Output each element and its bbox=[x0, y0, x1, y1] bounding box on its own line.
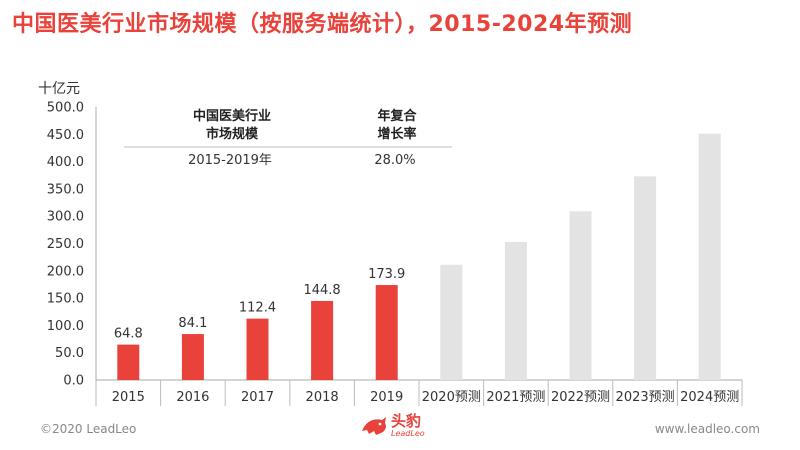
logo-chinese: 头豹 bbox=[391, 412, 422, 430]
bar-2019 bbox=[375, 285, 398, 380]
x-tick-label-9: 2024预测 bbox=[680, 390, 739, 405]
bar-value-label-4: 173.9 bbox=[368, 267, 405, 282]
table-header-2-line-1: 年复合 bbox=[377, 108, 417, 124]
bar-2017 bbox=[246, 318, 269, 380]
bar-2023预测 bbox=[634, 176, 657, 380]
website-text: www.leadleo.com bbox=[654, 422, 760, 436]
table-cagr: 28.0% bbox=[374, 153, 415, 168]
x-tick-label-4: 2019 bbox=[370, 390, 403, 405]
x-tick-label-6: 2021预测 bbox=[486, 390, 545, 405]
bar-value-label-3: 144.8 bbox=[303, 283, 340, 298]
x-tick-label-8: 2023预测 bbox=[616, 390, 675, 405]
bar-2015 bbox=[117, 344, 140, 380]
bar-2022预测 bbox=[569, 211, 592, 380]
table-header-1-line-1: 中国医美行业 bbox=[193, 108, 271, 124]
logo-english: LeadLeo bbox=[391, 429, 425, 438]
table-header-1-line-2: 市场规模 bbox=[206, 126, 259, 142]
x-tick-label-2: 2017 bbox=[241, 390, 274, 405]
copyright-text: ©2020 LeadLeo bbox=[40, 422, 137, 436]
y-tick-label-3: 150.0 bbox=[47, 292, 84, 307]
bar-2021预测 bbox=[504, 241, 527, 380]
y-tick-label-0: 0.0 bbox=[63, 374, 84, 389]
bar-2016 bbox=[181, 334, 204, 380]
y-tick-label-10: 500.0 bbox=[47, 101, 84, 116]
y-tick-label-9: 450.0 bbox=[47, 128, 84, 143]
chart-title: 中国医美行业市场规模（按服务端统计），2015-2024年预测 bbox=[12, 12, 633, 37]
leopard-icon bbox=[362, 417, 386, 435]
bar-value-label-0: 64.8 bbox=[114, 327, 143, 342]
y-axis-unit: 十亿元 bbox=[38, 81, 80, 97]
y-tick-label-7: 350.0 bbox=[47, 182, 84, 197]
y-tick-label-8: 400.0 bbox=[47, 155, 84, 170]
x-tick-label-0: 2015 bbox=[112, 390, 145, 405]
bar-2020预测 bbox=[440, 264, 463, 380]
x-tick-label-3: 2018 bbox=[306, 390, 339, 405]
bar-2018 bbox=[311, 300, 334, 380]
bar-2024预测 bbox=[698, 133, 721, 380]
bar-value-label-2: 112.4 bbox=[239, 301, 276, 316]
bar-value-label-1: 84.1 bbox=[178, 316, 207, 331]
x-tick-label-7: 2022预测 bbox=[551, 390, 610, 405]
y-tick-label-6: 300.0 bbox=[47, 210, 84, 225]
x-tick-label-1: 2016 bbox=[176, 390, 209, 405]
table-header-2-line-2: 增长率 bbox=[377, 126, 416, 142]
x-tick-label-5: 2020预测 bbox=[422, 390, 481, 405]
y-tick-label-1: 50.0 bbox=[55, 346, 84, 361]
y-tick-label-4: 200.0 bbox=[47, 264, 84, 279]
y-tick-label-2: 100.0 bbox=[47, 319, 84, 334]
y-tick-label-5: 250.0 bbox=[47, 237, 84, 252]
leadleo-logo: 头豹 LeadLeo bbox=[360, 414, 425, 438]
table-period: 2015-2019年 bbox=[188, 153, 272, 168]
